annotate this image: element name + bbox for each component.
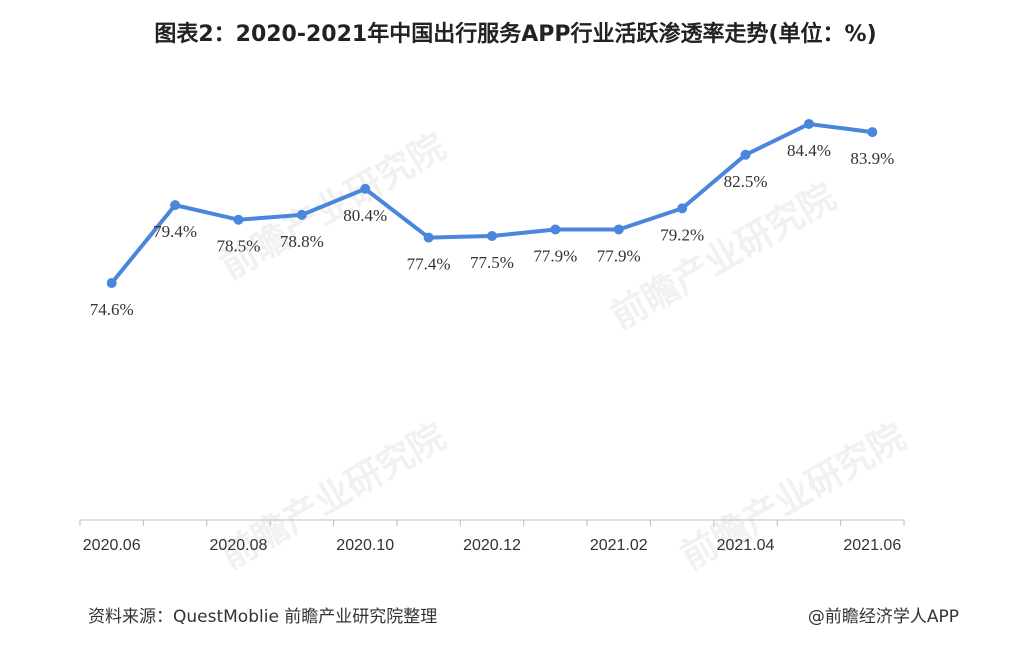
data-point — [233, 214, 244, 225]
data-label: 78.5% — [217, 237, 261, 256]
data-point — [360, 183, 371, 194]
data-label: 83.9% — [850, 149, 894, 168]
data-label: 79.4% — [153, 222, 197, 241]
data-label: 82.5% — [724, 172, 768, 191]
data-point — [106, 278, 117, 289]
data-point — [170, 200, 181, 211]
data-point — [677, 203, 688, 214]
brand-credit: @前瞻经济学人APP — [807, 607, 959, 627]
x-axis-ticks — [79, 520, 905, 526]
data-label: 79.2% — [660, 225, 704, 244]
x-tick-label: 2020.06 — [83, 537, 141, 554]
data-point — [487, 230, 497, 241]
data-label: 74.6% — [90, 300, 134, 319]
data-point — [613, 224, 624, 235]
data-point — [296, 209, 307, 220]
data-point — [423, 232, 434, 243]
data-points — [106, 118, 878, 289]
data-labels: 74.6% 79.4% 78.5% 78.8% 80.4% 77.4% 77.5% 77.9%… — [90, 141, 895, 319]
data-label: 77.4% — [407, 255, 451, 274]
x-tick-label: 2021.04 — [717, 537, 775, 554]
data-point — [550, 224, 561, 235]
data-label: 77.9% — [533, 246, 577, 265]
data-label: 78.8% — [280, 232, 324, 251]
source-note: 资料来源：QuestMoblie 前瞻产业研究院整理 — [88, 607, 438, 627]
x-axis-tick-labels: 2020.06 2020.08 2020.10 2020.12 2021.02 2021.… — [83, 537, 902, 554]
x-tick-label: 2020.10 — [336, 537, 394, 554]
x-tick-label: 2021.02 — [590, 537, 648, 554]
data-label: 77.9% — [597, 246, 641, 265]
data-label: 77.5% — [470, 253, 514, 272]
data-point — [740, 149, 751, 160]
data-label: 80.4% — [343, 206, 387, 225]
x-tick-label: 2020.08 — [210, 537, 268, 554]
watermarks: 前瞻产业研究院 前瞻产业研究院 前瞻产业研究院 前瞻产业研究院 — [214, 126, 913, 578]
chart-title: 图表2：2020-2021年中国出行服务APP行业活跃渗透率走势(单位：%) — [154, 22, 877, 47]
data-point — [867, 127, 878, 138]
x-tick-label: 2021.06 — [843, 537, 901, 554]
data-point — [803, 118, 814, 129]
x-tick-label: 2020.12 — [463, 537, 521, 554]
data-label: 84.4% — [787, 141, 831, 160]
